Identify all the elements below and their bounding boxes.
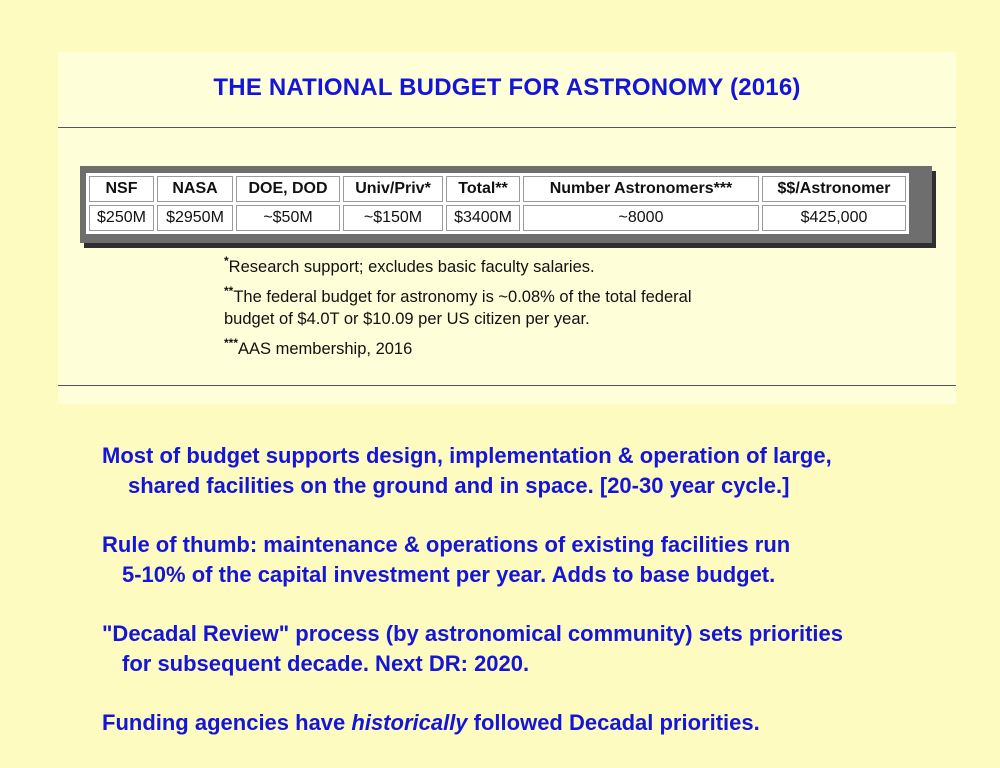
bullet-text: Funding agencies have [102, 710, 352, 735]
slide-title: THE NATIONAL BUDGET FOR ASTRONOMY (2016) [213, 74, 801, 101]
cell-nsf: $250M [89, 205, 154, 231]
footnote-text: budget of $4.0T or $10.09 per US citizen… [224, 310, 590, 328]
budget-table-frame: NSF NASA DOE, DOD Univ/Priv* Total** Num… [80, 166, 932, 243]
cell-univ-priv: ~$150M [343, 205, 443, 231]
bullet-facilities: Most of budget supports design, implemen… [102, 441, 982, 500]
table-header-row: NSF NASA DOE, DOD Univ/Priv* Total** Num… [89, 176, 906, 202]
bullet-decadal-review: "Decadal Review" process (by astronomica… [102, 619, 982, 678]
bullet-rule-of-thumb: Rule of thumb: maintenance & operations … [102, 530, 982, 589]
footnote-mark: *** [224, 336, 239, 350]
bottom-divider [58, 385, 956, 386]
bullet-emphasis: historically [351, 710, 468, 735]
footnote-federal-budget: **The federal budget for astronomy is ~0… [224, 284, 784, 330]
footnote-mark: ** [224, 284, 234, 298]
footnote-mark: * [224, 254, 229, 268]
cell-nasa: $2950M [157, 205, 233, 231]
cell-dollars-per-astronomer: $425,000 [762, 205, 906, 231]
header-panel: THE NATIONAL BUDGET FOR ASTRONOMY (2016)… [58, 52, 956, 404]
table-row: $250M $2950M ~$50M ~$150M $3400M ~8000 $… [89, 205, 906, 231]
top-divider [58, 127, 956, 128]
footnote-text: Research support; excludes basic faculty… [228, 258, 595, 276]
footnotes: *Research support; excludes basic facult… [224, 254, 784, 368]
bullet-funding-agencies: Funding agencies have historically follo… [102, 708, 982, 738]
bullet-line: Most of budget supports design, implemen… [102, 443, 832, 468]
footnote-aas: ***AAS membership, 2016 [224, 336, 784, 360]
col-header-univ-priv: Univ/Priv* [343, 176, 443, 202]
budget-table: NSF NASA DOE, DOD Univ/Priv* Total** Num… [86, 173, 909, 234]
cell-total: $3400M [446, 205, 520, 231]
bullet-line: Rule of thumb: maintenance & operations … [102, 532, 791, 557]
col-header-dollars-per-astronomer: $$/Astronomer [762, 176, 906, 202]
col-header-total: Total** [446, 176, 520, 202]
cell-number-astronomers: ~8000 [523, 205, 759, 231]
bullet-list: Most of budget supports design, implemen… [102, 441, 982, 768]
col-header-nsf: NSF [89, 176, 154, 202]
bullet-line: for subsequent decade. Next DR: 2020. [122, 650, 530, 676]
cell-doe-dod: ~$50M [236, 205, 340, 231]
col-header-number-astronomers: Number Astronomers*** [523, 176, 759, 202]
bullet-text: followed Decadal priorities. [467, 710, 760, 735]
col-header-doe-dod: DOE, DOD [236, 176, 340, 202]
bullet-line: 5-10% of the capital investment per year… [122, 561, 776, 587]
bullet-line: "Decadal Review" process (by astronomica… [102, 621, 843, 646]
col-header-nasa: NASA [157, 176, 233, 202]
bullet-line: shared facilities on the ground and in s… [128, 472, 790, 498]
footnote-text: AAS membership, 2016 [238, 340, 413, 358]
footnote-text: The federal budget for astronomy is ~0.0… [233, 288, 692, 306]
footnote-research: *Research support; excludes basic facult… [224, 254, 784, 278]
